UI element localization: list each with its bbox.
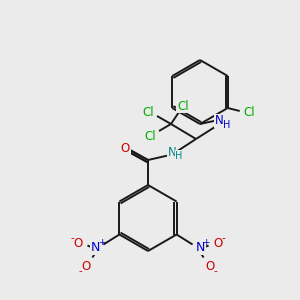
Text: -: - bbox=[222, 233, 226, 244]
Text: -: - bbox=[79, 266, 82, 277]
Text: N: N bbox=[196, 241, 205, 254]
Text: Cl: Cl bbox=[144, 130, 156, 142]
Text: O: O bbox=[205, 260, 214, 273]
Text: N: N bbox=[168, 146, 176, 158]
Text: H: H bbox=[223, 120, 231, 130]
Text: +: + bbox=[98, 238, 105, 247]
Text: O: O bbox=[120, 142, 130, 155]
Text: O: O bbox=[213, 237, 222, 250]
Text: Cl: Cl bbox=[177, 100, 189, 112]
Text: H: H bbox=[175, 151, 183, 161]
Text: Cl: Cl bbox=[142, 106, 154, 118]
Text: N: N bbox=[214, 115, 224, 128]
Text: O: O bbox=[82, 260, 91, 273]
Text: +: + bbox=[202, 238, 209, 247]
Text: Cl: Cl bbox=[243, 106, 254, 119]
Text: -: - bbox=[214, 266, 218, 277]
Text: N: N bbox=[91, 241, 100, 254]
Text: O: O bbox=[74, 237, 83, 250]
Text: -: - bbox=[70, 233, 74, 244]
